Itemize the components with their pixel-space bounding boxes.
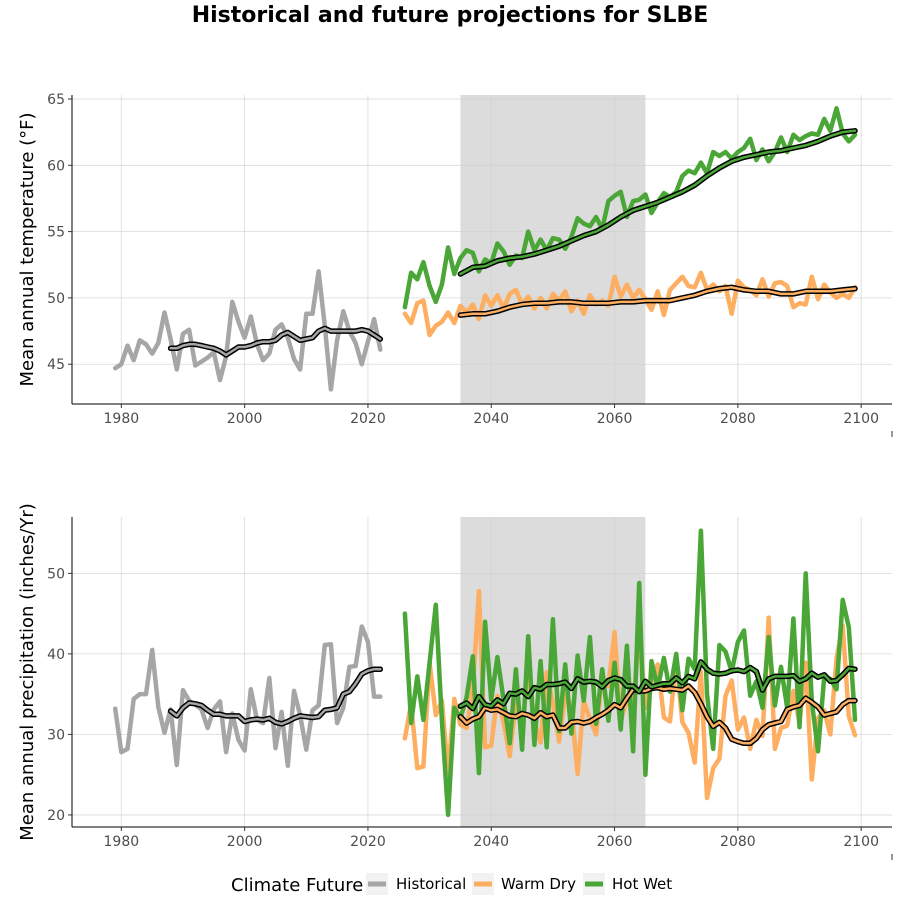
precipitation-ytick-label-50: 50 <box>47 566 65 582</box>
temperature-xtick-label-2060: 2060 <box>597 411 633 427</box>
precipitation-ytick-label-40: 40 <box>47 647 65 663</box>
precipitation-xtick-label-1980: 1980 <box>104 834 140 850</box>
temperature-xtick-label-2100: 2100 <box>843 411 879 427</box>
legend-item-historical: Historical <box>366 873 466 895</box>
temperature-y-axis-label: Mean annual temperature (°F) <box>17 112 38 386</box>
temperature-panel: 1980 2000 2020 2040 2060 2080 2100 45 50 55 60 65 Me… <box>17 92 893 437</box>
legend-label-hot-wet: Hot Wet <box>612 875 672 893</box>
legend-label-historical: Historical <box>396 875 466 893</box>
precipitation-xtick-label-2100: 2100 <box>843 834 879 850</box>
temperature-smoothed-historical <box>169 327 382 357</box>
temperature-xtick-label-1980: 1980 <box>104 411 140 427</box>
precipitation-xtick-label-2060: 2060 <box>597 834 633 850</box>
temperature-ytick-label-50: 50 <box>47 291 65 307</box>
precipitation-xtick-label-2040: 2040 <box>473 834 509 850</box>
legend: Climate Future Historical Warm Dry Hot W… <box>231 873 672 896</box>
legend-item-hot-wet: Hot Wet <box>583 873 672 895</box>
legend-item-warm-dry: Warm Dry <box>472 873 576 895</box>
temperature-series-historical <box>112 269 383 392</box>
temperature-ytick-label-60: 60 <box>47 158 65 174</box>
temperature-smoothed-warm-dry <box>459 286 857 317</box>
legend-label-warm-dry: Warm Dry <box>501 875 576 893</box>
precipitation-smoothed-historical <box>169 667 382 726</box>
precipitation-smoothed-hot-wet <box>459 660 857 710</box>
precipitation-panel: 1980 2000 2020 2040 2060 2080 2100 20 30 40 50 Mean… <box>17 503 893 860</box>
temperature-xtick-label-2080: 2080 <box>720 411 756 427</box>
temperature-xtick-label-2020: 2020 <box>350 411 386 427</box>
temperature-xtick-label-2040: 2040 <box>473 411 509 427</box>
temperature-ytick-label-55: 55 <box>47 225 65 241</box>
precipitation-xtick-label-2000: 2000 <box>227 834 263 850</box>
temperature-xtick-label-2000: 2000 <box>227 411 263 427</box>
temperature-ytick-label-65: 65 <box>47 92 65 108</box>
temperature-smoothed-hot-wet <box>459 129 857 276</box>
precipitation-y-axis-label: Mean annual precipitation (inches/Yr) <box>17 503 38 841</box>
chart-title: Historical and future projections for SL… <box>192 3 709 28</box>
temperature-ytick-label-45: 45 <box>47 357 65 373</box>
precipitation-xtick-label-2020: 2020 <box>350 834 386 850</box>
precipitation-xtick-label-2080: 2080 <box>720 834 756 850</box>
precipitation-ytick-label-20: 20 <box>47 808 65 824</box>
legend-title: Climate Future <box>231 875 363 896</box>
precipitation-ytick-label-30: 30 <box>47 727 65 743</box>
